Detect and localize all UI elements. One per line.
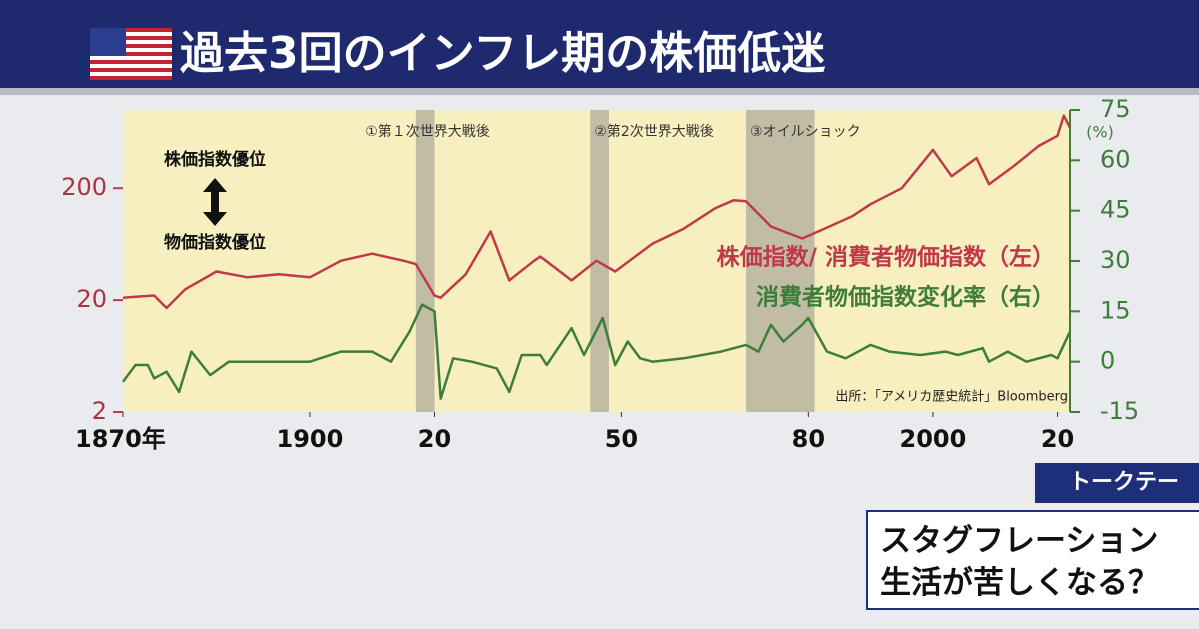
x-tick-label: 2000: [900, 425, 967, 453]
period-label: ②第2次世界大戦後: [594, 123, 713, 140]
caption-line: 生活が苦しくなる？: [880, 565, 1159, 601]
y2-unit: (%): [1086, 123, 1114, 142]
series-line: [121, 303, 1072, 400]
y2-tick-label: 45: [1100, 196, 1131, 224]
period-label: ③オイルショック: [750, 124, 861, 140]
x-tick-label: 1870年: [75, 425, 166, 453]
chart-title: 過去3回のインフレ期の株価低迷: [180, 28, 826, 79]
x-tick-label: 1900: [277, 425, 344, 453]
y2-tick-label: 0: [1100, 347, 1115, 375]
y2-tick-label: 60: [1100, 145, 1131, 173]
y2-tick-label: -15: [1100, 397, 1139, 425]
period-label: ①第１次世界大戦後: [365, 123, 490, 140]
caption-line: スタグフレーション: [880, 523, 1159, 559]
annotation: 物価指数優位: [164, 232, 266, 253]
talk-theme-tag: トークテー: [1035, 463, 1199, 503]
period-band: [415, 110, 435, 412]
y2-tick-label: 75: [1100, 95, 1131, 123]
x-tick-label: 80: [792, 425, 825, 453]
x-tick-label: 20: [1041, 425, 1074, 453]
y2-tick-label: 15: [1100, 296, 1131, 324]
series-line: [122, 114, 1072, 310]
y-tick-label: 20: [76, 285, 107, 313]
y-tick-label: 2: [92, 397, 107, 425]
y2-tick-label: 30: [1100, 246, 1131, 274]
us-flag: [90, 28, 172, 80]
title-banner: [0, 0, 1199, 95]
x-tick-label: 50: [605, 425, 638, 453]
source: 出所：「アメリカ歴史統計」Bloomberg: [835, 389, 1068, 405]
x-tick-label: 20: [418, 425, 451, 453]
annotation: 株価指数優位: [164, 149, 266, 170]
period-band: [590, 110, 609, 412]
legend-entry: 消費者物価指数変化率（右）: [756, 284, 1055, 311]
y-tick-label: 200: [61, 173, 107, 201]
caption: スタグフレーション 生活が苦しくなる？: [866, 510, 1199, 610]
banner-rule: [0, 88, 1199, 95]
double-arrow: [203, 178, 227, 226]
period-band: [746, 110, 815, 412]
legend-entry: 株価指数/ 消費者物価指数（左）: [717, 244, 1055, 271]
